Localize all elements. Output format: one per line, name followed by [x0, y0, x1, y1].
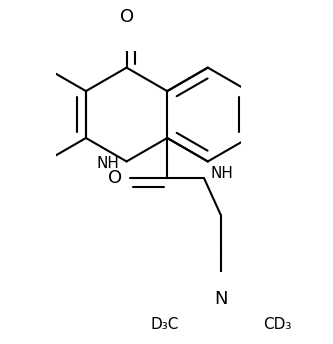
Text: O: O: [120, 8, 134, 26]
Text: CD₃: CD₃: [263, 317, 291, 332]
Text: O: O: [108, 169, 122, 187]
Text: NH: NH: [211, 166, 234, 181]
Text: N: N: [214, 290, 227, 309]
Text: NH: NH: [97, 155, 120, 171]
Text: D₃C: D₃C: [151, 317, 179, 332]
